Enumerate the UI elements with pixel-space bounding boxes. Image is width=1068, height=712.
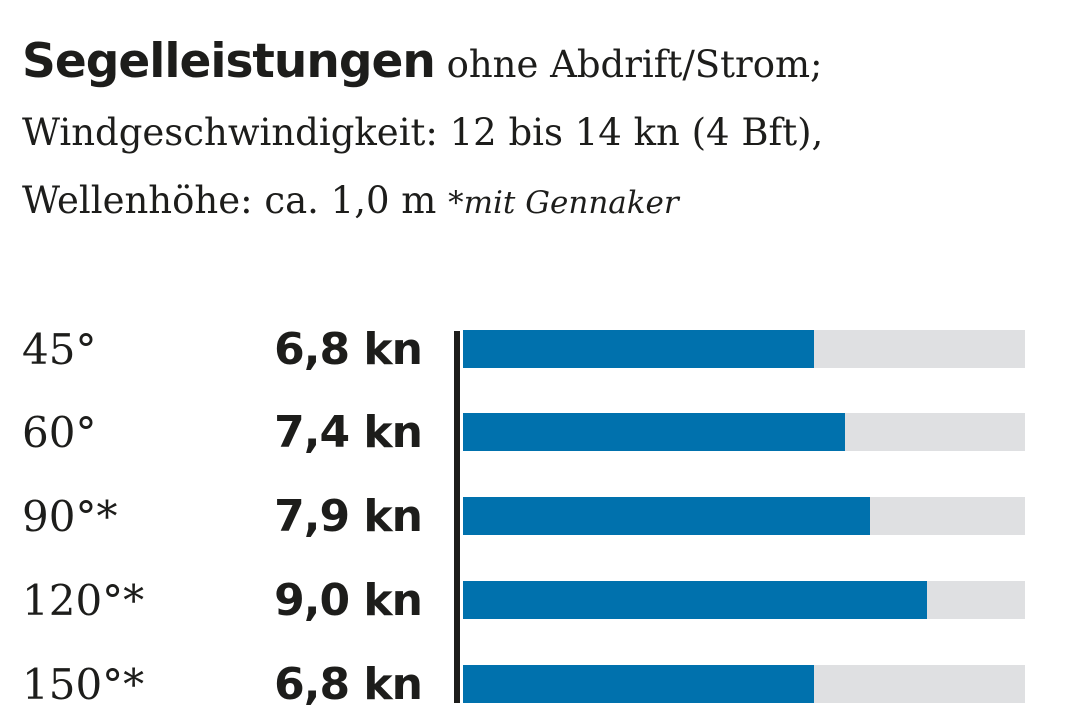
bar-track — [463, 665, 1025, 703]
chart-header: Segelleistungen ohne Abdrift/Strom; Wind… — [22, 28, 823, 237]
header-line-1: Segelleistungen ohne Abdrift/Strom; — [22, 28, 823, 99]
bar-row: 90°* 7,9 kn — [0, 491, 1068, 542]
chart-title: Segelleistungen — [22, 34, 436, 89]
header-line-3: Wellenhöhe: ca. 1,0 m *mit Gennaker — [22, 167, 823, 237]
bar — [463, 665, 814, 703]
y-axis-line — [454, 331, 460, 703]
value-label: 6,8 kn — [274, 324, 423, 375]
bar-row: 60° 7,4 kn — [0, 407, 1068, 458]
value-label: 7,4 kn — [274, 407, 423, 458]
bar-row: 150°* 6,8 kn — [0, 659, 1068, 710]
bar-track — [463, 497, 1025, 535]
subtitle-3: Wellenhöhe: ca. 1,0 m — [22, 179, 437, 222]
bar-row: 45° 6,8 kn — [0, 324, 1068, 375]
bar-row: 120°* 9,0 kn — [0, 575, 1068, 626]
bar — [463, 330, 814, 368]
bar-track — [463, 330, 1025, 368]
bar — [463, 497, 871, 535]
value-label: 9,0 kn — [274, 575, 423, 626]
footnote: *mit Gennaker — [448, 185, 679, 221]
bar-track — [463, 581, 1025, 619]
subtitle-1: ohne Abdrift/Strom; — [446, 43, 823, 86]
value-label: 6,8 kn — [274, 659, 423, 710]
bar — [463, 581, 928, 619]
value-label: 7,9 kn — [274, 491, 423, 542]
category-label: 45° — [22, 325, 97, 374]
category-label: 90°* — [22, 492, 118, 541]
category-label: 150°* — [22, 660, 145, 709]
category-label: 120°* — [22, 576, 145, 625]
category-label: 60° — [22, 408, 97, 457]
subtitle-2: Windgeschwindigkeit: 12 bis 14 kn (4 Bft… — [22, 111, 824, 154]
bar-track — [463, 413, 1025, 451]
bar — [463, 413, 845, 451]
